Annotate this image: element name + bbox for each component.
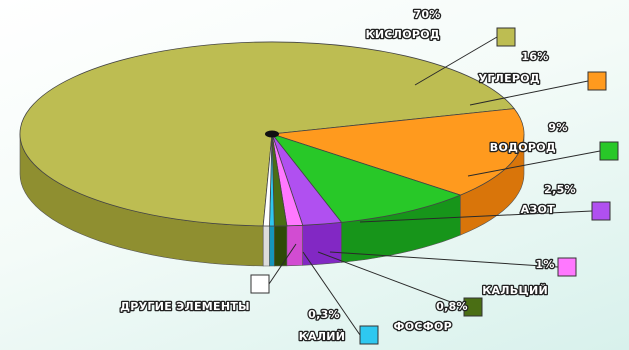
slice-кислород-value-label: 70% (413, 8, 440, 21)
slice-фосфор-value-label: 0,8% (436, 300, 468, 313)
slice-фосфор-legend-swatch (463, 297, 483, 317)
slice-углерод-name-label: УГЛЕРОД (479, 72, 540, 85)
slice-другие-элементы-leader-line (268, 243, 297, 285)
slice-водород-name-label: ВОДОРОД (490, 141, 556, 154)
slice-азот-legend-swatch (591, 201, 611, 221)
slice-калий-value-label: 0,3% (308, 308, 340, 321)
slice-другие-элементы (262, 133, 273, 227)
slice-углерод-leader-line (469, 80, 589, 106)
slice-калий-legend-swatch (359, 325, 379, 345)
slice-кальций-value-label: 1% (535, 258, 554, 271)
slice-фосфор-name-label: ФОСФОР (394, 320, 452, 333)
slice-калий-leader-line (302, 251, 361, 336)
slice-водород-value-label: 9% (548, 121, 567, 134)
pie-center-hub (265, 130, 279, 138)
slice-кислород-leader-line (414, 36, 498, 86)
slice-водород-legend-swatch (599, 141, 619, 161)
leader-lines (268, 36, 601, 336)
slice-калий-name-label: КАЛИЙ (299, 330, 346, 343)
slice-углерод-legend-swatch (587, 71, 607, 91)
slice-азот-value-label: 2,5% (544, 183, 576, 196)
slice-кальций-leader-line (329, 251, 559, 268)
slice-кальций-name-label: КАЛЬЦИЙ (482, 284, 548, 297)
slice-калий-side (269, 225, 275, 267)
slice-водород (270, 133, 462, 223)
slice-кальций-legend-swatch (557, 257, 577, 277)
slice-азот-leader-line (359, 210, 593, 223)
pie-center (265, 130, 279, 138)
slice-водород-leader-line (467, 150, 601, 177)
slice-азот-name-label: АЗОТ (521, 203, 556, 216)
slice-углерод (271, 108, 525, 196)
slice-углерод-value-label: 16% (521, 50, 548, 63)
slice-другие-элементы-legend-swatch (250, 274, 270, 294)
slice-кислород-legend-swatch (496, 27, 516, 47)
slice-фосфор-leader-line (317, 251, 465, 308)
slice-кислород-name-label: КИСЛОРОД (366, 28, 440, 41)
slice-другие-элементы-name-label: ДРУГИЕ ЭЛЕМЕНТЫ (120, 300, 250, 313)
slice-другие-элементы-side (262, 225, 270, 267)
legend: 70% КИСЛОРОД 16% УГЛЕРОД 9% ВОДОРОД 2,5% АЗОТ 1%… (119, 7, 619, 345)
pie-sides (19, 133, 525, 267)
